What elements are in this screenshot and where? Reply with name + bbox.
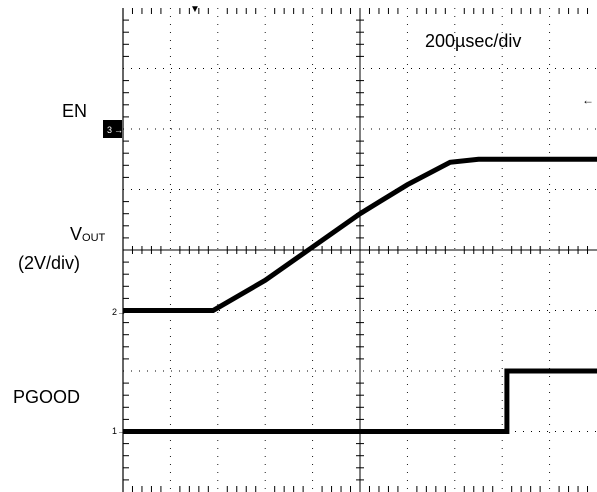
ch2-marker-arrow: → <box>117 307 126 317</box>
vout-trace-label: VOUT <box>70 224 106 244</box>
ch1-marker-label: 1 <box>112 426 117 436</box>
trace-pgood <box>123 368 597 434</box>
ch3-marker-box <box>103 120 122 138</box>
ch1-marker-arrow: → <box>117 426 126 436</box>
pgood-trace-label: PGOOD <box>13 387 80 407</box>
ch2-marker-label: 2 <box>112 307 117 317</box>
graticule <box>122 8 597 492</box>
ch3-marker-arrow: → <box>114 125 123 135</box>
trigger-position-marker: ▼ <box>190 4 200 15</box>
vout-label-subscript: OUT <box>82 232 106 244</box>
ch3-marker-label: 3 <box>107 125 112 135</box>
vout-scale-label: (2V/div) <box>18 253 80 273</box>
traces <box>123 156 597 434</box>
time-base-label: 200µsec/div <box>425 31 521 51</box>
en-trace-label: EN <box>62 101 87 121</box>
trace-vout <box>123 156 597 313</box>
vout-label-main: V <box>70 224 82 244</box>
trigger-level-marker: ← <box>582 93 594 107</box>
